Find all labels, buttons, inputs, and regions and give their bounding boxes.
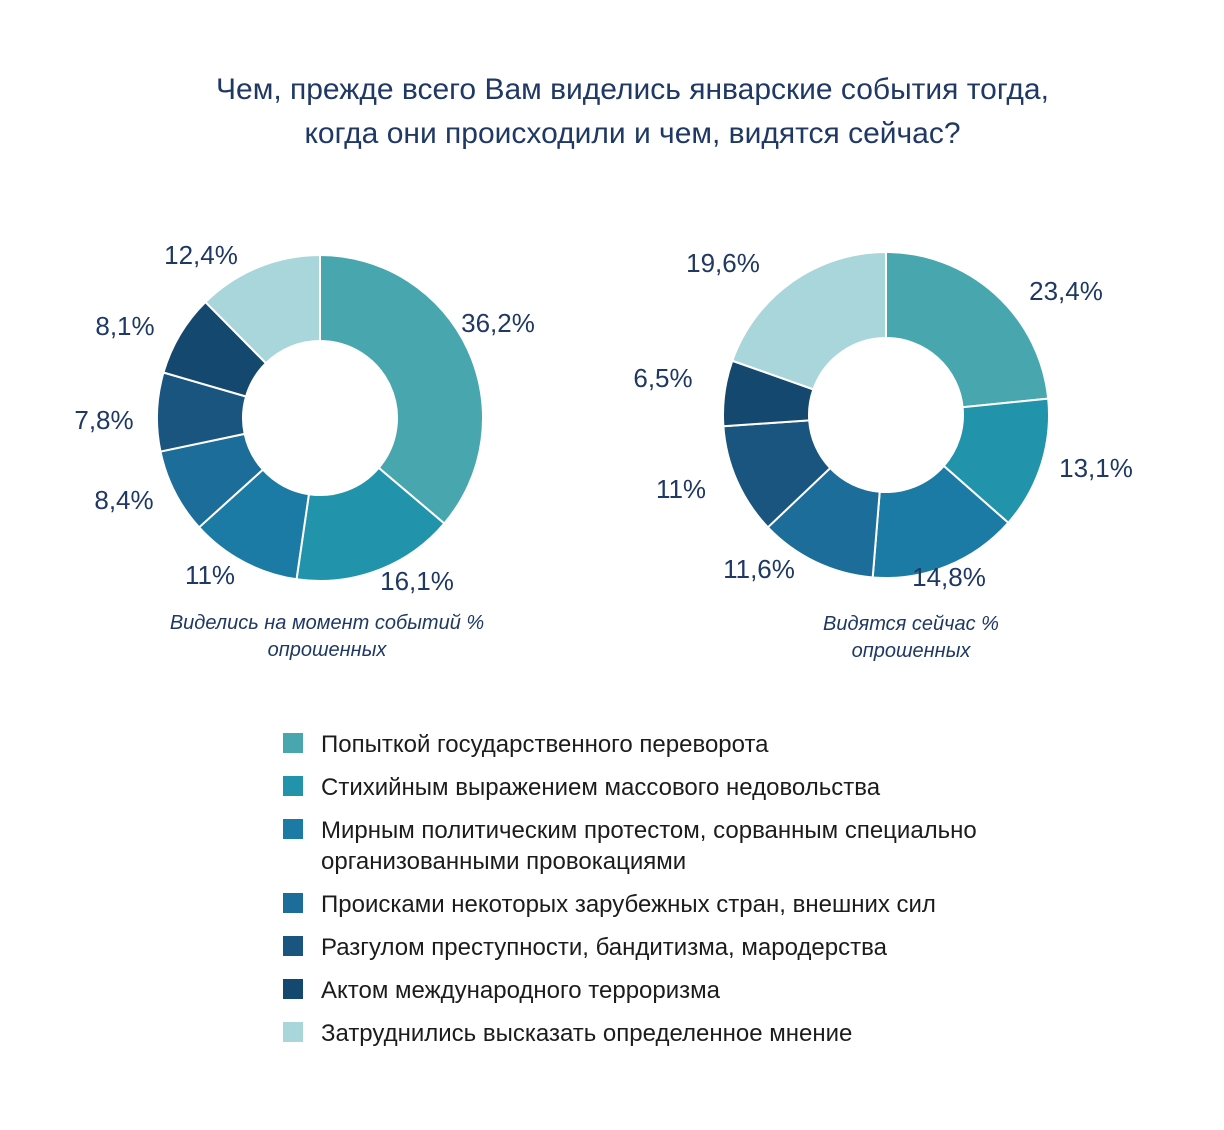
slice-value-label: 13,1% — [1059, 453, 1133, 483]
legend-item: Попыткой государственного переворота — [283, 729, 986, 760]
slice-value-label: 36,2% — [461, 308, 535, 338]
legend-swatch — [283, 819, 303, 839]
legend: Попыткой государственного переворота Стих… — [283, 729, 986, 1049]
legend-swatch — [283, 893, 303, 913]
donut-slice — [319, 254, 484, 525]
donut-slice — [885, 251, 1050, 409]
left-donut-caption-line2: опрошенных — [267, 639, 387, 661]
legend-swatch — [283, 733, 303, 753]
slice-value-label: 16,1% — [380, 566, 454, 596]
right-donut-caption-line2: опрошенных — [851, 640, 971, 662]
slice-value-label: 11% — [656, 474, 706, 504]
slice-value-label: 7,8% — [74, 405, 133, 435]
donut-slice — [204, 254, 321, 365]
legend-item: Разгулом преступности, бандитизма, марод… — [283, 932, 986, 963]
donut-slice — [295, 466, 446, 582]
legend-swatch — [283, 936, 303, 956]
right-donut-caption: Видятся сейчас % опрошенных — [741, 611, 1081, 665]
slice-value-label: 14,8% — [912, 562, 986, 592]
legend-label: Стихийным выражением массового недовольс… — [321, 774, 881, 801]
legend-item: Стихийным выражением массового недовольс… — [283, 772, 986, 803]
legend-item: Затруднились высказать определенное мнен… — [283, 1018, 986, 1049]
slice-value-label: 11,6% — [723, 554, 795, 584]
slice-value-label: 11% — [185, 560, 235, 590]
legend-label: Затруднились высказать определенное мнен… — [321, 1020, 853, 1047]
legend-label: Попыткой государственного переворота — [321, 731, 769, 758]
slice-value-label: 8,1% — [95, 311, 154, 341]
legend-label: Происками некоторых зарубежных стран, вн… — [321, 891, 936, 918]
legend-swatch — [283, 979, 303, 999]
legend-item: Мирным политическим протестом, сорванным… — [283, 815, 986, 877]
slice-value-label: 19,6% — [686, 248, 760, 278]
page-title-line2: когда они происходили и чем, видятся сей… — [304, 117, 961, 150]
page-title: Чем, прежде всего Вам виделись январские… — [40, 68, 1224, 156]
slice-value-label: 12,4% — [164, 240, 238, 270]
legend-swatch — [283, 776, 303, 796]
slice-value-label: 8,4% — [94, 485, 153, 515]
slice-value-label: 6,5% — [633, 363, 692, 393]
left-donut-caption: Виделись на момент событий % опрошенных — [157, 610, 497, 664]
page-title-line1: Чем, прежде всего Вам виделись январские… — [216, 73, 1049, 106]
legend-label: Актом международного терроризма — [321, 977, 720, 1004]
legend-label: Разгулом преступности, бандитизма, марод… — [321, 934, 887, 961]
donut-slice — [731, 251, 887, 391]
slice-value-label: 23,4% — [1029, 276, 1103, 306]
legend-swatch — [283, 1022, 303, 1042]
left-donut-caption-line1: Виделись на момент событий % — [169, 612, 485, 634]
donut-slice — [871, 464, 1010, 579]
legend-item: Происками некоторых зарубежных стран, вн… — [283, 889, 986, 920]
legend-item: Актом международного терроризма — [283, 975, 986, 1006]
legend-label: Мирным политическим протестом, сорванным… — [321, 817, 977, 875]
right-donut-caption-line1: Видятся сейчас % — [823, 613, 999, 635]
